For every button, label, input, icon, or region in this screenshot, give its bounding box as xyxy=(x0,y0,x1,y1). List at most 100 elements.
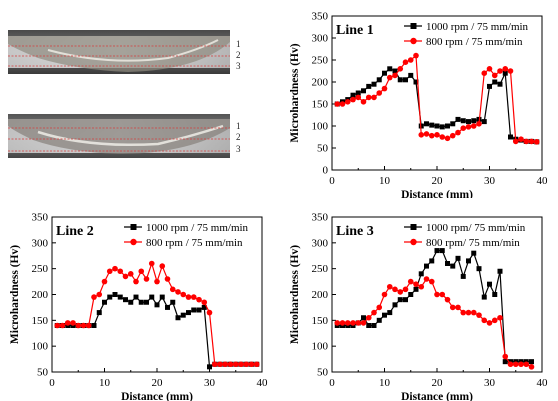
data-point xyxy=(486,320,493,326)
y-tick-label: 100 xyxy=(312,341,329,353)
data-point xyxy=(144,299,149,305)
data-point xyxy=(365,314,372,321)
y-tick-label: 200 xyxy=(32,289,49,301)
y-tick-label: 100 xyxy=(32,341,49,353)
data-point xyxy=(502,353,509,360)
data-point xyxy=(227,361,234,368)
data-point xyxy=(149,294,155,300)
data-point xyxy=(392,68,398,74)
data-point xyxy=(487,281,492,287)
y-tick-label: 250 xyxy=(312,263,329,275)
data-point xyxy=(481,119,487,125)
data-point xyxy=(122,273,129,280)
data-point xyxy=(408,292,414,297)
data-point xyxy=(491,317,498,324)
data-point xyxy=(413,286,419,292)
data-point xyxy=(154,302,160,308)
data-point xyxy=(169,286,176,293)
data-point xyxy=(487,83,492,89)
data-point xyxy=(232,361,239,368)
micrograph-1-line-label-2: 2 xyxy=(236,50,241,60)
data-point xyxy=(444,296,451,303)
data-point xyxy=(512,138,519,145)
data-point xyxy=(117,268,124,275)
data-point xyxy=(207,364,212,370)
micrograph-1-line-label-3: 3 xyxy=(236,61,241,71)
data-point xyxy=(159,294,165,300)
data-point xyxy=(439,291,446,298)
data-point xyxy=(408,72,414,78)
legend-label-2: 800 rpm / 75 mm/min xyxy=(146,237,243,249)
data-point xyxy=(101,278,108,285)
data-point xyxy=(59,322,66,329)
data-point xyxy=(133,278,139,285)
data-point xyxy=(64,320,71,326)
data-point xyxy=(366,323,372,328)
data-point xyxy=(397,66,404,72)
legend-label-2: 800 rpm / 75 mm/min xyxy=(426,36,523,48)
data-point xyxy=(403,77,408,83)
data-point xyxy=(392,302,398,308)
data-point xyxy=(196,307,202,313)
data-point xyxy=(365,94,372,101)
micrograph-2-line-label-3: 3 xyxy=(236,144,241,154)
data-point xyxy=(361,88,366,94)
data-point xyxy=(128,299,134,305)
data-point xyxy=(418,132,425,138)
data-point xyxy=(165,304,170,310)
data-point xyxy=(80,322,87,329)
data-point xyxy=(450,263,456,269)
data-point xyxy=(344,99,351,105)
data-point xyxy=(508,134,513,140)
y-tick-label: 250 xyxy=(312,55,329,67)
x-tick-label: 0 xyxy=(49,377,55,389)
data-point xyxy=(471,250,477,256)
micrograph-1: 1 2 3 xyxy=(8,28,278,76)
data-point xyxy=(175,315,181,321)
data-point xyxy=(334,101,341,107)
data-point xyxy=(91,323,97,328)
data-point xyxy=(96,291,103,298)
data-point xyxy=(386,74,393,81)
data-point xyxy=(392,286,398,293)
data-point xyxy=(211,361,218,368)
data-point xyxy=(465,309,472,316)
data-point xyxy=(170,299,176,305)
data-point xyxy=(502,70,508,76)
data-point xyxy=(470,309,477,316)
data-point xyxy=(507,361,514,368)
data-point xyxy=(238,361,244,368)
data-point xyxy=(449,304,456,311)
x-tick-label: 20 xyxy=(432,175,444,187)
data-point xyxy=(133,294,139,300)
y-tick-label: 200 xyxy=(312,77,329,89)
x-tick-label: 10 xyxy=(99,377,111,389)
data-point xyxy=(481,317,488,324)
data-point xyxy=(512,361,519,368)
data-point xyxy=(450,121,456,127)
data-point xyxy=(143,276,150,282)
data-point xyxy=(397,77,403,83)
x-tick-label: 20 xyxy=(152,377,164,389)
data-point xyxy=(382,312,387,318)
data-point xyxy=(445,261,450,266)
data-point xyxy=(497,81,503,87)
data-point xyxy=(138,299,144,305)
data-point xyxy=(154,278,160,285)
data-point xyxy=(423,131,430,137)
legend-label-1: 1000 rpm / 75 mm/min xyxy=(146,222,249,234)
data-point xyxy=(533,139,540,145)
data-point xyxy=(344,320,351,326)
y-tick-label: 200 xyxy=(312,289,329,301)
data-point xyxy=(428,278,435,285)
data-point xyxy=(70,320,76,326)
data-point xyxy=(481,294,487,300)
data-point xyxy=(376,77,382,83)
data-point xyxy=(381,291,388,298)
data-point xyxy=(397,289,404,295)
data-point xyxy=(439,248,445,254)
data-point xyxy=(248,361,255,368)
data-point xyxy=(201,304,207,310)
data-point xyxy=(96,310,102,316)
data-point xyxy=(243,361,250,368)
